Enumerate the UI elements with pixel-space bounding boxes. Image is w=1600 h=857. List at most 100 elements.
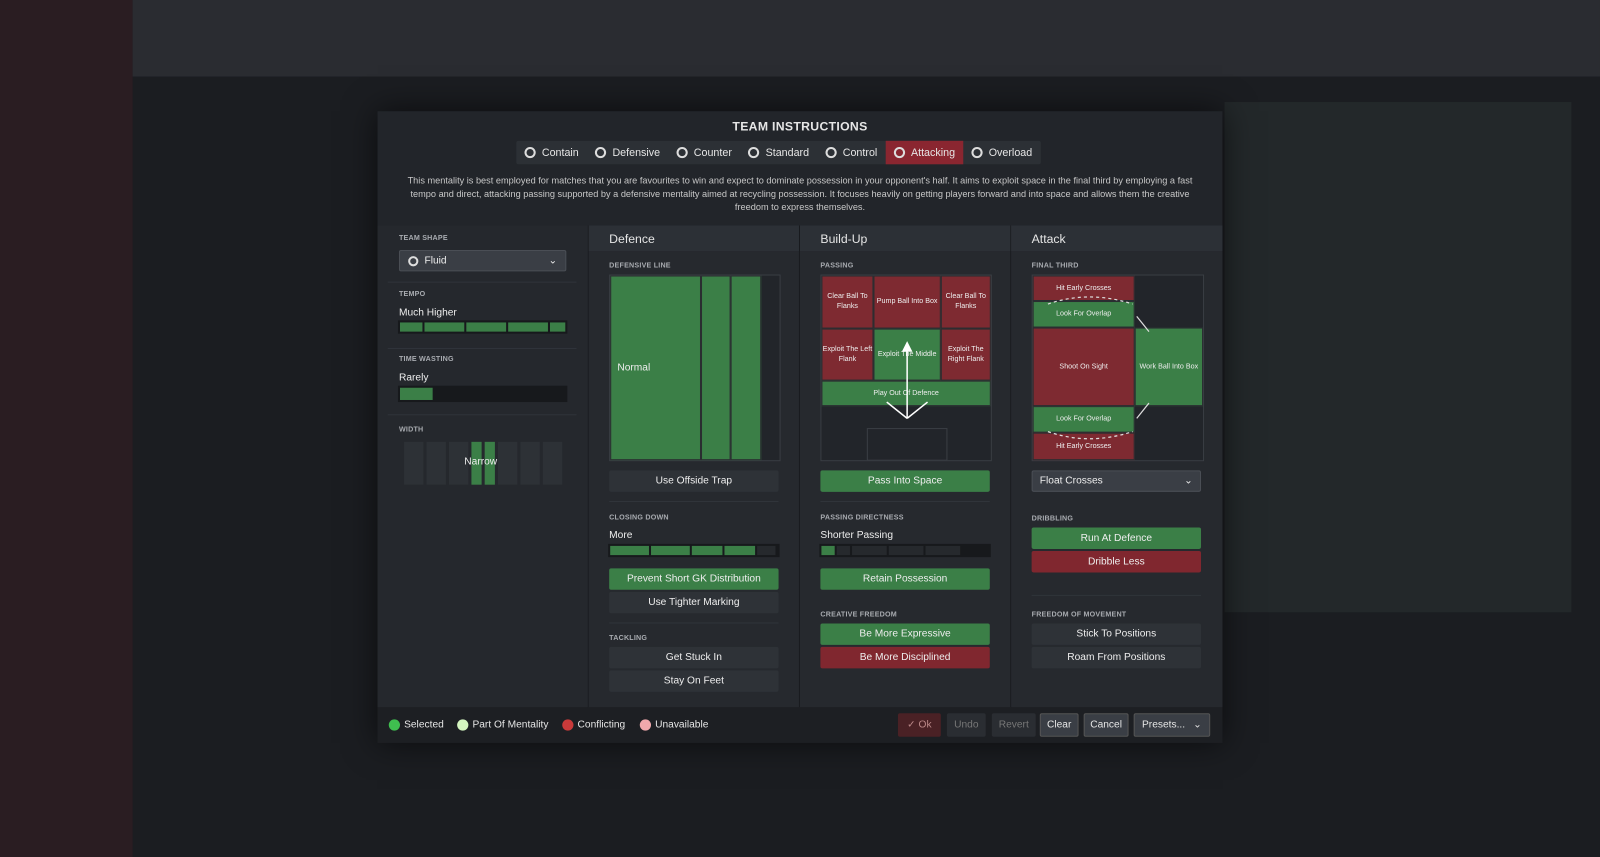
defensive-line-pitch[interactable]: Normal	[609, 274, 781, 462]
use-offside-trap-button[interactable]: Use Offside Trap	[609, 470, 779, 492]
passing-directness-value: Shorter Passing	[820, 529, 894, 541]
defensive-line-much-higher[interactable]	[730, 275, 762, 461]
play-out-of-defence[interactable]: Play Out Of Defence	[821, 380, 991, 407]
legend-part-of-mentality: Part Of Mentality	[457, 719, 548, 731]
buildup-header: Build-Up	[799, 225, 1011, 252]
hit-early-crosses-top[interactable]: Hit Early Crosses	[1032, 275, 1135, 302]
divider	[820, 501, 990, 503]
passing-directness-slider[interactable]	[819, 543, 991, 558]
stay-on-feet-button[interactable]: Stay On Feet	[609, 670, 779, 692]
legend-label: Unavailable	[655, 719, 709, 731]
tab-label: Counter	[693, 146, 732, 159]
look-for-overlap-top[interactable]: Look For Overlap	[1032, 301, 1135, 328]
defensive-line-higher[interactable]	[701, 275, 731, 461]
tab-overload[interactable]: Overload	[963, 141, 1040, 164]
undo-button[interactable]: Undo	[946, 713, 986, 737]
presets-label: Presets...	[1142, 719, 1186, 731]
background-sidebar	[0, 0, 133, 857]
chevron-down-icon: ⌄	[1193, 719, 1202, 731]
width-value: Narrow	[464, 456, 498, 468]
clear-ball-left[interactable]: Clear Ball To Flanks	[821, 275, 874, 329]
prevent-short-gk-button[interactable]: Prevent Short GK Distribution	[609, 568, 779, 590]
exploit-left-flank[interactable]: Exploit The Left Flank	[821, 328, 874, 381]
fluid-icon	[408, 255, 419, 266]
get-stuck-in-button[interactable]: Get Stuck In	[609, 646, 779, 669]
defensive-line-value: Normal	[617, 361, 651, 373]
tab-defensive[interactable]: Defensive	[587, 141, 668, 164]
tab-control[interactable]: Control	[817, 141, 885, 164]
shoot-on-sight[interactable]: Shoot On Sight	[1032, 327, 1135, 407]
retain-possession-button[interactable]: Retain Possession	[820, 568, 990, 590]
freedom-of-movement-label: FREEDOM OF MOVEMENT	[1031, 611, 1127, 619]
final-third-pitch: Hit Early Crosses Look For Overlap Shoot…	[1031, 274, 1205, 462]
background-topbar	[132, 0, 1600, 77]
pass-into-space-button[interactable]: Pass Into Space	[820, 470, 990, 492]
divider	[609, 622, 779, 624]
mentality-tabs: Contain Defensive Counter Standard Contr…	[516, 140, 1041, 165]
defence-header: Defence	[588, 225, 799, 252]
team-instructions-dialog: TEAM INSTRUCTIONS Contain Defensive Coun…	[377, 111, 1223, 743]
time-wasting-value: Rarely	[398, 372, 429, 384]
roam-from-positions-button[interactable]: Roam From Positions	[1031, 646, 1202, 669]
tempo-value: Much Higher	[398, 307, 457, 319]
hit-early-crosses-bottom[interactable]: Hit Early Crosses	[1032, 432, 1135, 461]
be-more-expressive-button[interactable]: Be More Expressive	[820, 623, 990, 645]
revert-button[interactable]: Revert	[991, 713, 1036, 737]
defensive-line-normal[interactable]: Normal	[610, 275, 702, 461]
cancel-button[interactable]: Cancel	[1083, 713, 1129, 737]
divider	[387, 414, 577, 416]
run-at-defence-button[interactable]: Run At Defence	[1031, 527, 1202, 549]
passing-pitch: Clear Ball To Flanks Pump Ball Into Box …	[820, 274, 992, 462]
exploit-right-flank[interactable]: Exploit The Right Flank	[940, 328, 991, 381]
dialog-footer: Selected Part Of Mentality Conflicting U…	[377, 707, 1223, 743]
team-shape-value: Fluid	[424, 255, 447, 267]
time-wasting-label: TIME WASTING	[398, 356, 454, 364]
buildup-column: Build-Up PASSING Clear Ball To Flanks Pu…	[799, 225, 1012, 708]
legend-unavailable: Unavailable	[639, 719, 709, 731]
mentality-description: This mentality is best employed for matc…	[407, 175, 1193, 213]
final-third-label: FINAL THIRD	[1031, 262, 1079, 270]
tab-attacking[interactable]: Attacking	[885, 140, 964, 165]
crossing-value: Float Crosses	[1039, 475, 1103, 487]
tab-contain[interactable]: Contain	[516, 141, 587, 164]
time-wasting-slider[interactable]	[397, 385, 568, 403]
legend-label: Conflicting	[577, 719, 626, 731]
closing-down-slider[interactable]	[608, 543, 780, 558]
tab-label: Standard	[765, 146, 810, 159]
background-pitch	[1224, 102, 1572, 613]
pump-ball-into-box[interactable]: Pump Ball Into Box	[873, 275, 941, 329]
conflicting-dot-icon	[562, 719, 574, 731]
use-tighter-marking-button[interactable]: Use Tighter Marking	[609, 591, 779, 614]
tempo-slider[interactable]	[397, 320, 568, 334]
part-of-mentality-dot-icon	[457, 719, 469, 731]
legend-label: Selected	[404, 719, 444, 731]
divider	[387, 281, 577, 283]
width-label: WIDTH	[398, 426, 424, 434]
stick-to-positions-button[interactable]: Stick To Positions	[1031, 623, 1202, 645]
ok-label: Ok	[918, 719, 932, 731]
team-shape-dropdown[interactable]: Fluid ⌄	[398, 249, 567, 272]
tab-counter[interactable]: Counter	[668, 141, 740, 164]
look-for-overlap-bottom[interactable]: Look For Overlap	[1032, 406, 1135, 433]
work-ball-into-box[interactable]: Work Ball Into Box	[1134, 327, 1204, 407]
crossing-dropdown[interactable]: Float Crosses ⌄	[1031, 470, 1202, 492]
be-more-disciplined-button[interactable]: Be More Disciplined	[820, 646, 990, 669]
attack-column: Attack FINAL THIRD Hit Early Crosses Loo…	[1011, 225, 1223, 708]
legend-conflicting: Conflicting	[562, 719, 626, 731]
dribbling-label: DRIBBLING	[1031, 515, 1074, 523]
passing-label: PASSING	[820, 262, 854, 270]
ok-button[interactable]: ✓ Ok	[897, 713, 941, 737]
attacking-icon	[893, 146, 905, 159]
tab-label: Control	[842, 146, 878, 159]
tempo-label: TEMPO	[398, 290, 426, 298]
dribble-less-button[interactable]: Dribble Less	[1031, 551, 1202, 573]
attack-arrows-icon	[1047, 296, 1150, 440]
clear-button[interactable]: Clear	[1039, 713, 1079, 737]
tab-label: Defensive	[612, 146, 661, 159]
presets-dropdown[interactable]: Presets... ⌄	[1133, 713, 1211, 737]
divider	[1031, 594, 1202, 596]
tab-standard[interactable]: Standard	[740, 141, 817, 164]
width-slider[interactable]: Narrow	[398, 441, 567, 485]
clear-ball-right[interactable]: Clear Ball To Flanks	[940, 275, 991, 329]
shield-icon	[595, 146, 607, 159]
